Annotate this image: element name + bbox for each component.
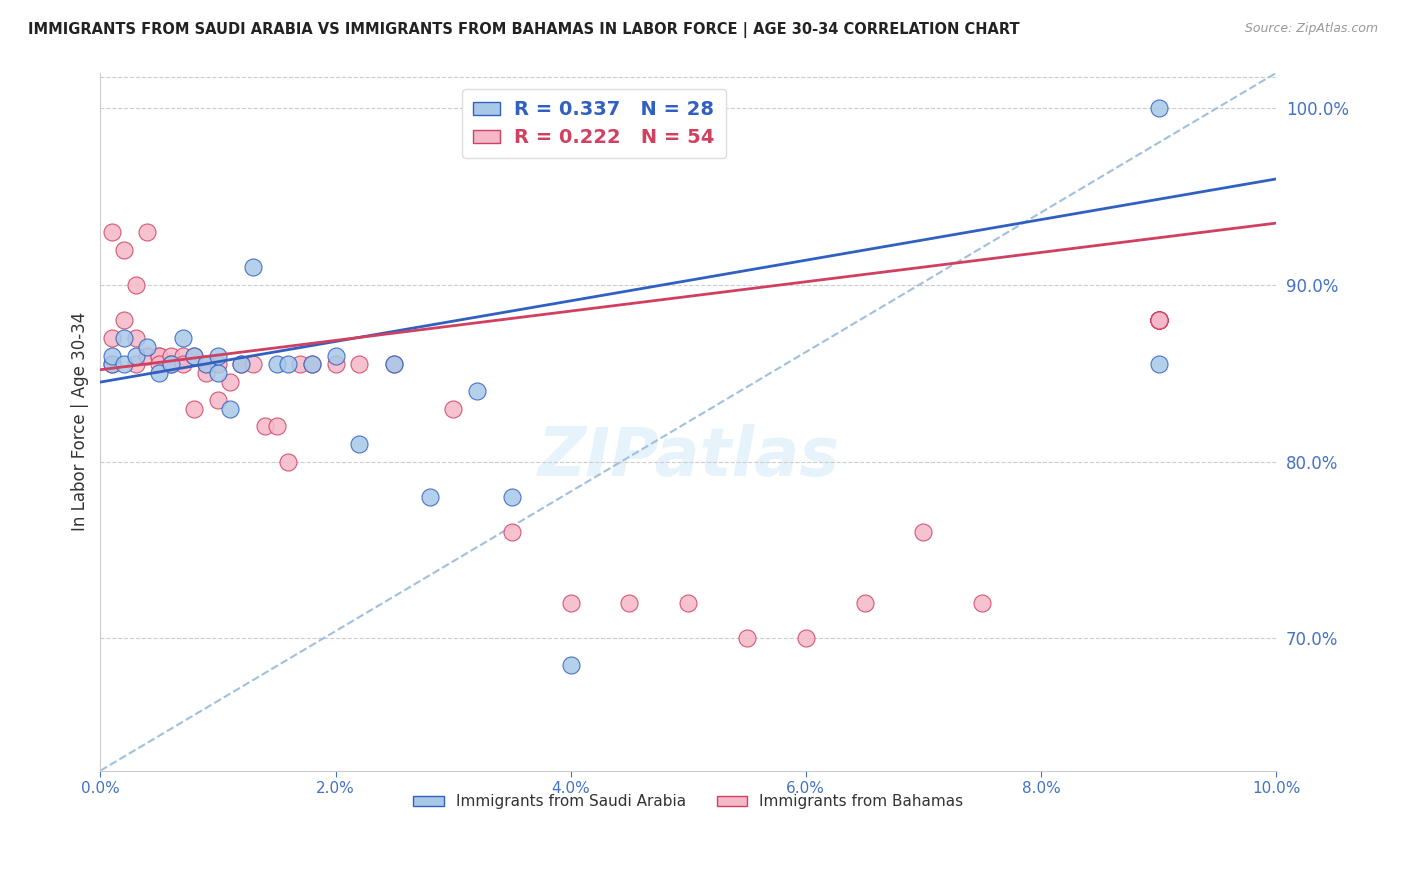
Point	[1147, 313, 1170, 327]
Point	[277, 454, 299, 468]
Point	[231, 358, 253, 372]
Point	[183, 349, 205, 363]
Point	[1147, 313, 1170, 327]
Point	[172, 331, 194, 345]
Point	[101, 331, 124, 345]
Point	[101, 225, 124, 239]
Point	[242, 358, 264, 372]
Point	[853, 596, 876, 610]
Point	[195, 358, 218, 372]
Point	[218, 375, 240, 389]
Point	[1147, 313, 1170, 327]
Point	[1147, 358, 1170, 372]
Point	[148, 358, 170, 372]
Point	[160, 349, 183, 363]
Point	[794, 631, 817, 645]
Point	[112, 313, 135, 327]
Point	[101, 358, 124, 372]
Point	[619, 596, 641, 610]
Point	[1147, 313, 1170, 327]
Point	[1147, 313, 1170, 327]
Text: Source: ZipAtlas.com: Source: ZipAtlas.com	[1244, 22, 1378, 36]
Point	[172, 358, 194, 372]
Point	[347, 358, 370, 372]
Point	[1147, 313, 1170, 327]
Point	[1147, 313, 1170, 327]
Point	[972, 596, 994, 610]
Point	[676, 596, 699, 610]
Point	[465, 384, 488, 398]
Point	[195, 358, 218, 372]
Point	[1147, 313, 1170, 327]
Point	[160, 358, 183, 372]
Point	[124, 331, 146, 345]
Legend: Immigrants from Saudi Arabia, Immigrants from Bahamas: Immigrants from Saudi Arabia, Immigrants…	[406, 789, 970, 815]
Point	[124, 277, 146, 292]
Point	[325, 349, 347, 363]
Point	[218, 401, 240, 416]
Point	[347, 437, 370, 451]
Point	[1147, 101, 1170, 115]
Point	[207, 358, 229, 372]
Point	[301, 358, 323, 372]
Point	[183, 401, 205, 416]
Point	[195, 366, 218, 380]
Point	[112, 331, 135, 345]
Point	[277, 358, 299, 372]
Point	[1147, 313, 1170, 327]
Point	[290, 358, 312, 372]
Point	[136, 340, 159, 354]
Point	[136, 349, 159, 363]
Point	[148, 349, 170, 363]
Point	[112, 243, 135, 257]
Y-axis label: In Labor Force | Age 30-34: In Labor Force | Age 30-34	[72, 312, 89, 532]
Point	[560, 657, 582, 672]
Point	[1147, 313, 1170, 327]
Point	[207, 392, 229, 407]
Point	[112, 358, 135, 372]
Point	[124, 349, 146, 363]
Point	[172, 349, 194, 363]
Point	[207, 349, 229, 363]
Point	[382, 358, 405, 372]
Point	[912, 525, 935, 540]
Text: IMMIGRANTS FROM SAUDI ARABIA VS IMMIGRANTS FROM BAHAMAS IN LABOR FORCE | AGE 30-: IMMIGRANTS FROM SAUDI ARABIA VS IMMIGRAN…	[28, 22, 1019, 38]
Point	[560, 596, 582, 610]
Point	[183, 349, 205, 363]
Point	[501, 490, 523, 504]
Point	[207, 366, 229, 380]
Point	[266, 419, 288, 434]
Point	[325, 358, 347, 372]
Point	[101, 349, 124, 363]
Point	[419, 490, 441, 504]
Point	[382, 358, 405, 372]
Point	[441, 401, 464, 416]
Point	[148, 366, 170, 380]
Point	[301, 358, 323, 372]
Point	[501, 525, 523, 540]
Point	[253, 419, 276, 434]
Point	[242, 260, 264, 275]
Text: ZIPatlas: ZIPatlas	[537, 424, 839, 490]
Point	[160, 358, 183, 372]
Point	[101, 358, 124, 372]
Point	[231, 358, 253, 372]
Point	[124, 358, 146, 372]
Point	[266, 358, 288, 372]
Point	[735, 631, 758, 645]
Point	[136, 225, 159, 239]
Point	[148, 349, 170, 363]
